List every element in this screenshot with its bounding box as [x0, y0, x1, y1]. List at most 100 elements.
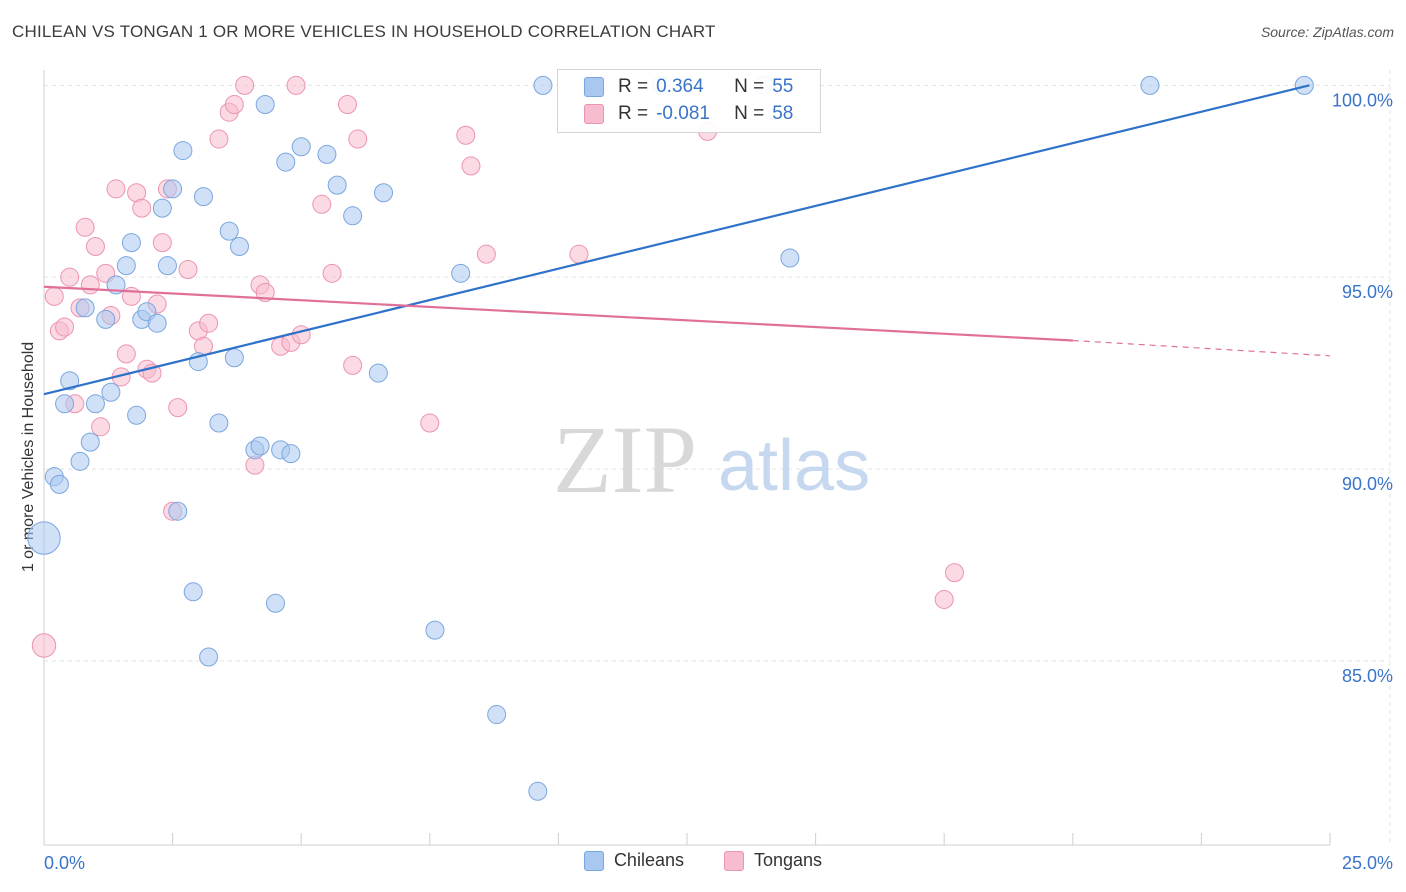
tongan-point: [934, 589, 954, 609]
chilean-point: [55, 394, 75, 414]
tongan-point: [178, 260, 198, 280]
tongan-point: [291, 325, 311, 345]
tongans-swatch: [584, 104, 604, 124]
chilean-point: [1294, 75, 1314, 95]
chilean-point: [152, 198, 172, 218]
chilean-point: [276, 152, 296, 172]
chilean-point: [265, 593, 285, 613]
chilean-point: [27, 521, 61, 555]
source-label: Source: ZipAtlas.com: [1260, 24, 1394, 40]
chilean-point: [317, 144, 337, 164]
chilean-point: [255, 95, 275, 115]
chilean-point: [60, 371, 80, 391]
chileans-swatch: [584, 77, 604, 97]
n-label: N =: [734, 76, 765, 97]
x-tick-label: 0.0%: [44, 853, 85, 873]
chilean-point: [374, 183, 394, 203]
tongan-point: [44, 286, 64, 306]
chilean-point: [451, 263, 471, 283]
legend-label-chileans: Chileans: [613, 850, 684, 870]
chilean-point: [183, 582, 203, 602]
chilean-point: [368, 363, 388, 383]
chilean-point: [127, 405, 147, 425]
chilean-point: [80, 432, 100, 452]
chilean-point: [173, 141, 193, 161]
chilean-point: [209, 413, 229, 433]
chileans-trend-line: [43, 84, 1310, 396]
tongan-point: [91, 417, 111, 437]
chilean-point: [291, 137, 311, 157]
y-tick-label: 100.0%: [1332, 90, 1393, 110]
chilean-point: [147, 313, 167, 333]
chilean-point: [487, 705, 507, 725]
legend-item-tongans[interactable]: Tongans: [723, 850, 823, 871]
tongan-point: [199, 313, 219, 333]
y-tick-label: 90.0%: [1342, 474, 1393, 494]
r-value: 0.364: [656, 76, 704, 97]
tongan-point: [60, 267, 80, 287]
chilean-point: [163, 179, 183, 199]
tongan-point: [456, 125, 476, 145]
legend-item-chileans[interactable]: Chileans: [583, 850, 684, 871]
r-value: -0.081: [656, 103, 710, 124]
tongan-point: [106, 179, 126, 199]
n-value: 55: [772, 76, 794, 97]
chilean-point: [219, 221, 239, 241]
tongan-point: [337, 95, 357, 115]
tongan-point: [152, 233, 172, 253]
tongan-point: [80, 275, 100, 295]
axes: [43, 833, 1331, 846]
chilean-point: [425, 620, 445, 640]
tongan-point: [944, 563, 964, 583]
chilean-point: [168, 501, 188, 521]
tongan-point: [116, 344, 136, 364]
tongan-point: [569, 244, 589, 264]
tongans-legend-swatch: [723, 850, 744, 871]
tongan-point: [348, 129, 368, 149]
legend-label-tongans: Tongans: [753, 850, 823, 870]
tongan-point: [85, 236, 105, 256]
chilean-point: [157, 256, 177, 276]
chilean-point: [85, 394, 105, 414]
tongan-point: [31, 633, 57, 658]
y-axis-label: 1 or more Vehicles in Household: [20, 342, 37, 572]
n-value: 58: [772, 103, 794, 124]
chilean-point: [281, 444, 301, 464]
chilean-point: [327, 175, 347, 195]
y-tick-label: 85.0%: [1342, 666, 1393, 686]
tongan-point: [312, 194, 332, 214]
tongan-point: [209, 129, 229, 149]
chilean-point: [96, 309, 116, 329]
watermark-atlas: atlas: [718, 426, 870, 506]
tongan-point: [343, 355, 363, 375]
legend: Chileans Tongans: [0, 850, 1406, 871]
x-tick-label: 25.0%: [1342, 853, 1393, 873]
y-tick-labels: 85.0% 90.0% 95.0% 100.0%: [1332, 90, 1393, 685]
x-tick-labels: 0.0% 25.0%: [44, 853, 1393, 873]
chilean-point: [49, 474, 69, 494]
chilean-point: [116, 256, 136, 276]
grid-lines: [43, 70, 1391, 845]
chart-title: CHILEAN VS TONGAN 1 OR MORE VEHICLES IN …: [12, 22, 716, 41]
tongans-trend-extension: [1072, 339, 1331, 357]
chilean-point: [75, 298, 95, 318]
chilean-point: [1140, 75, 1160, 95]
watermark: ZIP atlas: [553, 406, 870, 513]
chilean-point: [121, 233, 141, 253]
r-label: R =: [618, 76, 649, 97]
chilean-point: [224, 348, 244, 368]
tongans-trend-line: [43, 285, 1073, 342]
tongan-point: [75, 217, 95, 237]
stats-row-tongans: R = -0.081 N = 58: [558, 103, 793, 125]
tongan-point: [55, 317, 75, 337]
chilean-point: [199, 647, 219, 667]
trend-lines: [43, 84, 1331, 396]
chilean-point: [101, 382, 121, 402]
chilean-point: [343, 206, 363, 226]
tongan-point: [224, 95, 244, 115]
tongan-point: [420, 413, 440, 433]
chilean-point: [250, 436, 270, 456]
y-tick-label: 95.0%: [1342, 282, 1393, 302]
chilean-point: [780, 248, 800, 268]
n-label: N =: [734, 103, 765, 124]
